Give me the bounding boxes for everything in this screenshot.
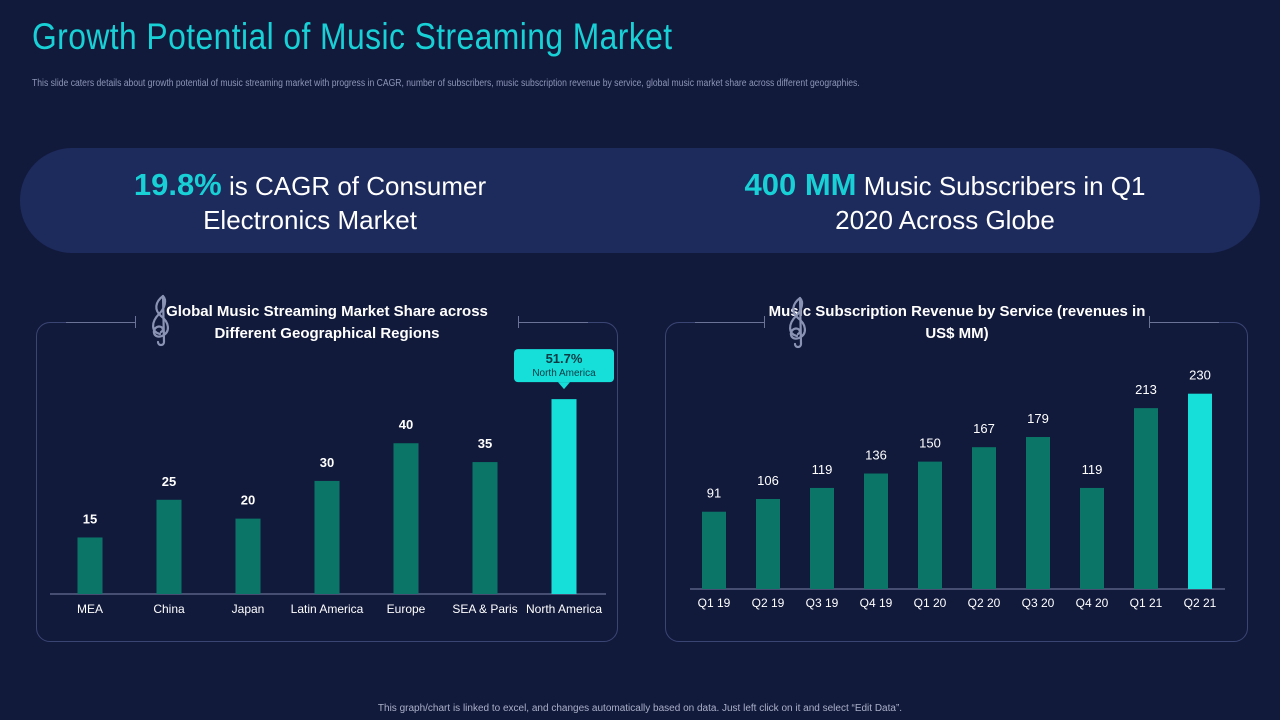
data-label: 91 xyxy=(707,486,721,501)
bar xyxy=(756,498,780,589)
kpi-subscribers-text-line2: 2020 Across Globe xyxy=(835,205,1055,235)
bar xyxy=(314,480,340,594)
data-label: 106 xyxy=(757,473,779,488)
kpi-cagr-text-line2: Electronics Market xyxy=(203,205,417,235)
bar xyxy=(472,462,498,594)
panel-divider xyxy=(66,322,136,323)
bar xyxy=(393,443,419,594)
panel-divider xyxy=(518,322,588,323)
kpi-cagr: 19.8% is CAGR of Consumer Electronics Ma… xyxy=(30,168,590,237)
page-title: Growth Potential of Music Streaming Mark… xyxy=(32,16,673,57)
bar xyxy=(918,461,942,589)
kpi-band: 19.8% is CAGR of Consumer Electronics Ma… xyxy=(20,148,1260,253)
panel-divider-tick xyxy=(1149,316,1150,328)
market-share-chart-title: Global Music Streaming Market Share acro… xyxy=(136,298,518,351)
category-label: North America xyxy=(526,602,602,616)
data-label: 35 xyxy=(478,436,492,451)
data-label: 150 xyxy=(919,436,941,451)
data-label: 213 xyxy=(1135,382,1157,397)
bar xyxy=(702,511,726,589)
data-label: 179 xyxy=(1027,411,1049,426)
category-label: Q4 20 xyxy=(1076,596,1109,610)
data-label: 40 xyxy=(399,417,413,432)
category-label: Q2 19 xyxy=(752,596,785,610)
data-label: 15 xyxy=(83,511,97,526)
data-label: 30 xyxy=(320,455,334,470)
panel-divider xyxy=(695,322,765,323)
panel-divider-tick xyxy=(764,316,765,328)
callout-pointer xyxy=(558,382,570,390)
category-label: Q3 20 xyxy=(1022,596,1055,610)
revenue-chart-title: Music Subscription Revenue by Service (r… xyxy=(765,298,1149,351)
kpi-subscribers-value: 400 MM xyxy=(744,167,857,202)
category-label: Q3 19 xyxy=(806,596,839,610)
category-label: Q2 21 xyxy=(1184,596,1217,610)
bar xyxy=(156,499,182,594)
kpi-subscribers-text: Music Subscribers in Q1 xyxy=(856,171,1146,201)
bar xyxy=(77,537,103,594)
panel-divider xyxy=(1149,322,1219,323)
bar xyxy=(235,518,261,594)
panel-divider-tick xyxy=(518,316,519,328)
panel-divider-tick xyxy=(135,316,136,328)
callout-value: 51.7% xyxy=(546,351,583,366)
data-label: 167 xyxy=(973,421,995,436)
footer-note: This graph/chart is linked to excel, and… xyxy=(377,703,903,714)
bar xyxy=(864,473,888,589)
category-label: Q2 20 xyxy=(968,596,1001,610)
category-label: Q4 19 xyxy=(860,596,893,610)
treble-clef-icon xyxy=(152,294,169,347)
bar xyxy=(972,447,996,589)
category-label: Japan xyxy=(232,602,265,616)
bar xyxy=(551,399,577,594)
bar xyxy=(810,487,834,589)
data-label: 20 xyxy=(241,493,255,508)
bar xyxy=(1134,408,1158,589)
category-label: Q1 20 xyxy=(914,596,947,610)
page-subtitle: This slide caters details about growth p… xyxy=(32,78,860,89)
data-label: 119 xyxy=(1082,462,1103,477)
category-label: MEA xyxy=(77,602,103,616)
kpi-cagr-value: 19.8% xyxy=(133,167,222,202)
category-label: Latin America xyxy=(291,602,364,616)
category-label: Q1 19 xyxy=(698,596,731,610)
category-label: SEA & Paris xyxy=(452,602,517,616)
callout-box xyxy=(514,349,614,383)
data-label: 230 xyxy=(1189,368,1211,383)
bar xyxy=(1080,487,1104,589)
callout-label: North America xyxy=(532,368,596,379)
category-label: Q1 21 xyxy=(1130,596,1163,610)
kpi-cagr-text: is CAGR of Consumer xyxy=(221,171,487,201)
kpi-subscribers: 400 MM Music Subscribers in Q1 2020 Acro… xyxy=(665,168,1225,237)
treble-clef-icon xyxy=(789,296,806,349)
data-label: 136 xyxy=(865,448,887,463)
data-label: 119 xyxy=(812,462,833,477)
category-label: China xyxy=(153,602,185,616)
data-label: 25 xyxy=(162,474,176,489)
bar xyxy=(1188,393,1212,589)
category-label: Europe xyxy=(387,602,426,616)
bar xyxy=(1026,437,1050,589)
